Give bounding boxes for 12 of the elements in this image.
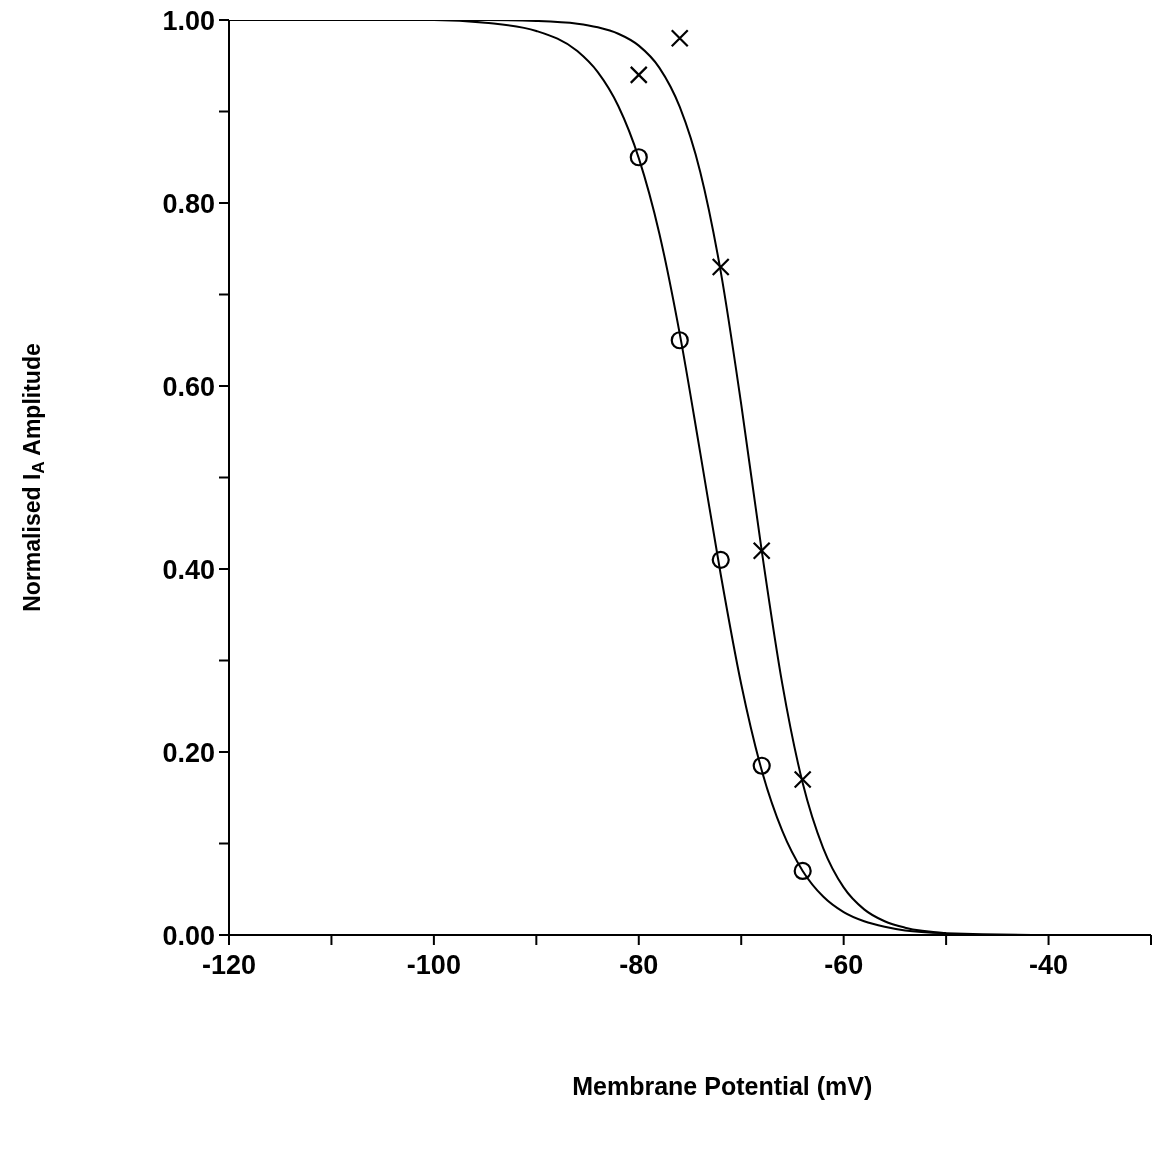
x-tick-label: -40: [1029, 950, 1069, 981]
y-tick-label: 0.00: [162, 920, 215, 951]
y-tick-label: 0.60: [162, 371, 215, 402]
y-tick-label: 0.20: [162, 737, 215, 768]
x-tick-label: -60: [824, 950, 864, 981]
y-tick-label: 0.40: [162, 554, 215, 585]
y-tick-label: 1.00: [162, 5, 215, 36]
x-tick-label: -120: [201, 950, 257, 981]
y-tick-label: 0.80: [162, 188, 215, 219]
x-tick-label: -100: [406, 950, 461, 981]
x-tick-label: -80: [619, 950, 659, 981]
x-axis-title: Membrane Potential (mV): [572, 1072, 873, 1100]
